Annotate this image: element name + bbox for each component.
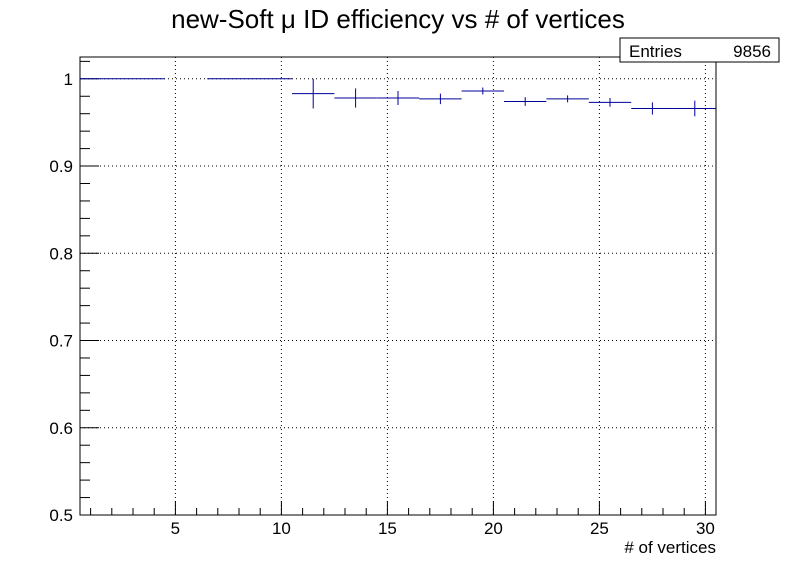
y-tick-label: 1: [64, 70, 73, 89]
y-tick-label: 0.8: [49, 244, 73, 263]
data-point: [631, 102, 674, 115]
x-tick-label: 30: [696, 519, 715, 538]
chart-title: new-Soft μ ID efficiency vs # of vertice…: [171, 4, 625, 34]
x-tick-label: 20: [484, 519, 503, 538]
data-point: [376, 91, 420, 105]
plot-frame: [79, 56, 717, 516]
stats-box: Entries 9856: [619, 37, 780, 63]
data-point: [334, 88, 377, 108]
stats-box-frame: [619, 37, 780, 63]
data-point: [292, 78, 335, 109]
data-point: [546, 95, 589, 103]
data-point: [419, 93, 462, 105]
x-axis-label: # of vertices: [624, 538, 716, 557]
grid: [80, 57, 716, 516]
data-point: [461, 87, 504, 95]
data-point: [588, 98, 632, 107]
data-series: [80, 78, 716, 117]
y-tick-label: 0.7: [49, 332, 73, 351]
x-tick-label: 25: [590, 519, 609, 538]
y-tick-label: 0.9: [49, 157, 73, 176]
stats-label: Entries: [629, 42, 682, 61]
axis-ticks: 5 10 15 20 25 30 0.5 0.6 0.7 0.8 0.9 1: [49, 60, 715, 538]
data-point: [504, 97, 547, 106]
y-tick-label: 0.5: [49, 506, 73, 525]
y-tick-label: 0.6: [49, 419, 73, 438]
data-point: [673, 100, 716, 117]
x-tick-label: 10: [272, 519, 291, 538]
x-tick-label: 15: [378, 519, 397, 538]
x-tick-label: 5: [171, 519, 180, 538]
stats-value: 9856: [733, 42, 771, 61]
